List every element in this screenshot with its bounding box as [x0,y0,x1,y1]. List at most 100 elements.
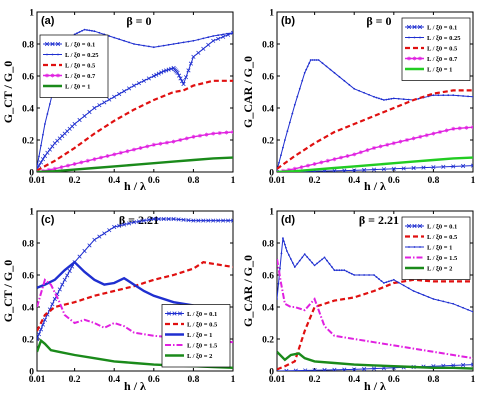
data-point [391,141,396,146]
data-point [191,218,196,223]
data-point [358,89,361,92]
data-point [467,308,469,311]
legend-label: L / ξ0 = 2 [187,353,212,361]
data-point [196,50,201,55]
data-point [417,24,423,30]
data-point [107,228,112,233]
data-point [332,168,337,172]
data-point [186,68,191,73]
data-point [179,79,185,84]
y-tick-label: 0.8 [262,41,274,51]
data-point [59,165,64,170]
data-point [171,139,176,144]
data-point [157,45,160,48]
data-point [291,262,294,264]
x-tick-label: 0.4 [108,375,120,385]
data-point [132,147,137,152]
data-point [348,271,351,274]
data-point [322,367,327,371]
data-point [151,73,156,79]
data-point [216,36,221,41]
data-point [76,32,78,35]
data-point [407,56,411,61]
data-point [343,269,346,272]
data-point [105,154,110,158]
data-point [308,62,311,65]
data-point [350,272,353,275]
data-point [277,282,280,285]
data-point [46,113,49,115]
data-point [417,97,420,100]
data-point [37,166,38,169]
data-point [333,269,336,272]
y-tick-label: 1 [269,9,274,19]
data-point [387,280,390,283]
panel-d: 0.01 0.2 0.4 0.6 0.8 1 0 0.2 0.4 0.6 0.8 1 h / λ G_CA… [241,208,476,394]
data-point [48,103,51,105]
data-point [329,68,332,71]
data-point [363,274,366,276]
data-point [372,146,377,150]
data-point [147,45,150,48]
data-point [385,142,390,147]
data-point [380,280,383,282]
data-point [457,126,462,131]
data-point [323,256,326,259]
data-point [408,246,410,248]
panel-c: 0.01 0.2 0.4 0.6 0.8 1 0 0.2 0.4 0.6 0.8 1 h / λ G_CT… [1,208,236,394]
data-point [408,36,410,39]
data-point [178,138,183,142]
data-point [156,216,161,222]
data-point [97,234,102,239]
data-point [93,30,96,33]
y-tick-label: 0.8 [262,240,274,250]
data-point [447,301,450,304]
data-point [352,152,357,157]
data-point [353,87,356,90]
data-point [107,97,112,102]
data-point [378,278,380,280]
data-point [126,221,132,226]
data-point [419,36,421,39]
data-point [56,73,60,78]
x-tick-label: 0.01 [29,176,46,186]
data-point [187,40,190,43]
panel-a: 0.01 0.2 0.4 0.6 0.8 1 0 0.2 0.4 0.6 0.8 1 h / λ G_CT… [1,9,236,194]
data-point [211,218,216,223]
data-point [432,298,435,300]
data-point [471,125,473,130]
data-point [181,217,186,222]
data-point [65,273,70,278]
y-tick-label: 0.8 [22,240,34,250]
data-point [373,274,375,276]
x-axis-label: h / λ [364,179,386,193]
data-point [87,109,92,115]
panel-b: 0.01 0.2 0.4 0.6 0.8 1 0 0.2 0.4 0.6 0.8 1 h / λ G_CA… [241,9,476,194]
data-point [42,317,48,322]
data-point [451,164,456,169]
series-line-2 [277,89,473,170]
legend-label: L / ξ0 = 0.25 [65,52,99,60]
y-tick-label: 1 [269,208,274,218]
series-line-4 [277,156,473,172]
data-point [419,246,421,248]
legend-label: L / ξ0 = 1 [187,332,212,340]
data-point [437,94,440,97]
beta-annotation: β = 0 [366,14,391,28]
data-point [227,32,229,35]
data-point [166,216,171,222]
x-axis-label: h / λ [124,179,146,193]
data-point [225,218,231,223]
data-point [407,287,410,290]
data-point [50,144,55,149]
data-point [431,165,436,170]
data-point [286,167,291,172]
data-point [83,28,86,31]
data-point [66,163,71,168]
data-point [397,97,400,100]
data-point [37,332,42,337]
data-point [461,163,466,169]
x-tick-label: 1 [471,375,476,385]
data-point [188,61,194,66]
data-point [82,248,87,254]
